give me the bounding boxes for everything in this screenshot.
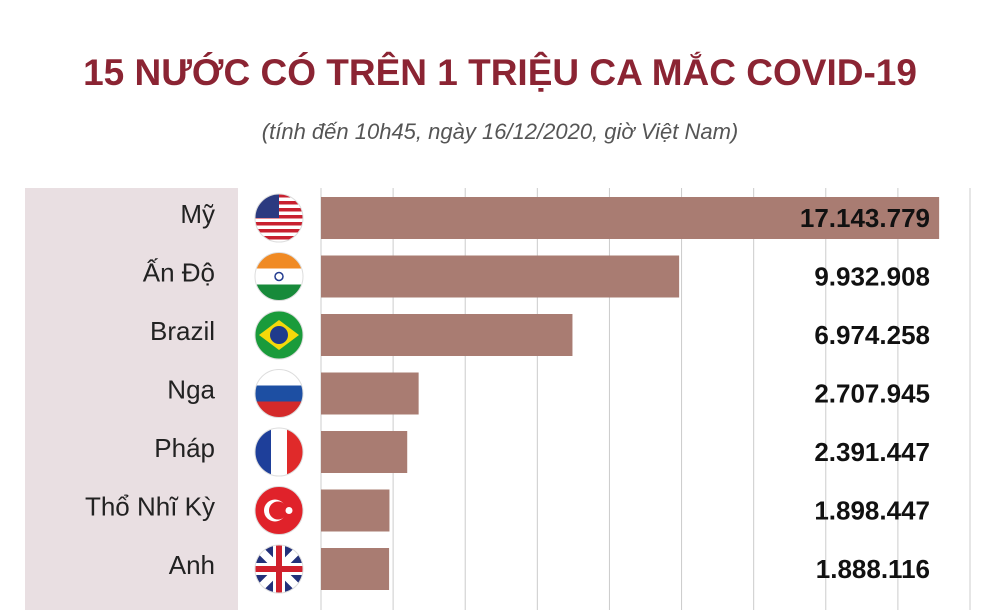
value-label: 2.707.945 — [814, 378, 930, 408]
category-label: Anh — [169, 550, 215, 580]
flag — [254, 310, 304, 360]
flag-ring — [254, 544, 304, 594]
flag-ring — [254, 252, 304, 301]
value-label: 1.898.447 — [814, 495, 930, 525]
flag-body — [255, 428, 303, 476]
value-label: 9.932.908 — [814, 261, 930, 291]
flag — [254, 252, 304, 301]
flag-body — [255, 194, 303, 240]
value-label: 1.888.116 — [816, 554, 930, 584]
flag-stripe — [255, 401, 303, 418]
value-label: 17.143.779 — [800, 203, 930, 233]
flag-body — [255, 385, 303, 418]
bar — [321, 489, 390, 532]
value-label: 2.391.447 — [814, 437, 930, 467]
flag-stripe — [255, 236, 303, 240]
bar — [321, 197, 940, 239]
flag — [254, 544, 304, 594]
flag-ring — [254, 193, 304, 243]
flag-globe — [270, 326, 288, 344]
bar — [321, 314, 573, 356]
flag-star — [285, 507, 293, 514]
flag-stripe — [255, 428, 271, 476]
category-label: Ấn Độ — [143, 257, 215, 287]
chart-subtitle: (tính đến 10h45, ngày 16/12/2020, giờ Vi… — [262, 119, 738, 144]
flag-cross-red — [255, 545, 303, 593]
bar — [321, 431, 408, 473]
bar — [321, 255, 680, 298]
flag-ring — [254, 486, 304, 535]
flag-ring — [254, 369, 304, 418]
category-label: Nga — [167, 374, 215, 404]
flag — [254, 193, 304, 243]
flag — [254, 369, 304, 418]
flag-stripe — [287, 428, 303, 476]
flag-stripe — [255, 385, 303, 402]
category-label: Thổ Nhĩ Kỳ — [85, 491, 215, 521]
flag-stripe — [255, 222, 303, 226]
category-label: Pháp — [154, 433, 215, 463]
bar — [321, 372, 419, 415]
flag-wheel — [274, 271, 284, 282]
category-label: Brazil — [150, 316, 215, 346]
flag-body — [255, 545, 303, 593]
label-panel — [25, 188, 238, 610]
flag-stripe — [255, 284, 303, 301]
bar — [321, 548, 390, 590]
flag — [254, 486, 304, 535]
value-label: 6.974.258 — [814, 320, 930, 350]
flag-body — [255, 486, 303, 535]
flag-body — [255, 311, 303, 359]
chart-title: 15 NƯỚC CÓ TRÊN 1 TRIỆU CA MẮC COVID-19 — [83, 51, 917, 93]
flag-ring — [254, 427, 304, 477]
flag-stripe — [255, 229, 303, 233]
flag-body — [255, 252, 303, 301]
category-label: Mỹ — [180, 199, 215, 229]
flag-moon-cut — [269, 501, 287, 520]
flag-ring — [254, 310, 304, 360]
flag-stripe — [255, 252, 303, 269]
flag — [254, 427, 304, 477]
